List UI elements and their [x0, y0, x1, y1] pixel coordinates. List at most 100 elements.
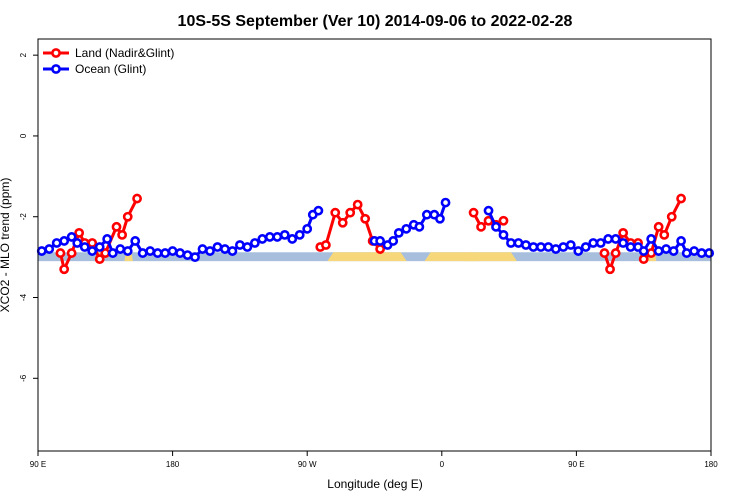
- data-point: [160, 248, 171, 258]
- data-point: [302, 223, 313, 234]
- data-point: [603, 234, 614, 244]
- data-point: [122, 246, 133, 256]
- data-point: [498, 215, 509, 226]
- data-point: [107, 248, 118, 258]
- data-point: [320, 240, 331, 250]
- data-point: [483, 205, 494, 216]
- data-point: [44, 244, 55, 254]
- data-point: [145, 246, 156, 256]
- data-point: [653, 221, 664, 232]
- y-tick-label: 0: [19, 133, 28, 138]
- x-tick-label: 90 W: [298, 460, 317, 469]
- data-point: [618, 227, 629, 238]
- data-point: [543, 242, 554, 252]
- data-point: [87, 238, 98, 248]
- data-point: [249, 238, 260, 248]
- data-point: [330, 207, 341, 218]
- data-point: [661, 244, 672, 254]
- data-point: [167, 246, 178, 256]
- x-tick-label: 90 E: [568, 460, 584, 469]
- data-point: [72, 238, 83, 248]
- data-point: [87, 246, 98, 256]
- data-point: [599, 248, 610, 258]
- data-point: [498, 230, 509, 240]
- data-point: [528, 242, 539, 252]
- data-point: [595, 238, 606, 248]
- data-point: [625, 242, 636, 252]
- data-point: [388, 236, 399, 246]
- data-point: [66, 232, 77, 242]
- data-point: [242, 242, 253, 252]
- land-band: [424, 252, 478, 262]
- data-point: [197, 244, 208, 254]
- data-point: [360, 213, 371, 224]
- data-point: [696, 248, 707, 258]
- data-point: [513, 238, 524, 248]
- data-point: [401, 223, 412, 234]
- data-point: [414, 221, 425, 232]
- data-point: [440, 197, 451, 208]
- data-point: [610, 234, 621, 244]
- data-point: [205, 246, 215, 256]
- data-point: [681, 248, 692, 258]
- data-point: [287, 234, 298, 244]
- data-point: [102, 234, 113, 244]
- data-point: [689, 246, 700, 256]
- data-point: [468, 207, 479, 218]
- legend: Land (Nadir&Glint) Ocean (Glint): [43, 46, 174, 76]
- legend-label: Ocean (Glint): [75, 62, 146, 76]
- data-point: [550, 244, 561, 254]
- data-point: [506, 238, 516, 248]
- data-point: [638, 246, 649, 256]
- land-band: [463, 252, 517, 262]
- data-point: [227, 246, 238, 256]
- data-point: [565, 240, 576, 250]
- legend-marker: [51, 64, 61, 74]
- surface-band: [38, 252, 711, 262]
- data-point: [111, 221, 122, 232]
- data-point: [393, 227, 404, 238]
- x-tick-label: 0: [440, 460, 445, 469]
- data-point: [521, 240, 531, 250]
- data-point: [117, 230, 128, 240]
- data-point: [59, 264, 70, 275]
- data-point: [476, 221, 486, 232]
- data-point: [257, 234, 268, 244]
- data-point: [676, 193, 686, 204]
- data-point: [94, 242, 105, 252]
- legend-marker: [51, 48, 61, 58]
- x-tick-label: 180: [166, 460, 180, 469]
- data-point: [264, 232, 275, 242]
- data-point: [137, 248, 148, 258]
- data-point: [668, 246, 679, 256]
- data-point: [605, 264, 615, 275]
- data-point: [79, 242, 90, 252]
- data-point: [115, 244, 126, 254]
- data-point: [182, 250, 193, 260]
- data-point: [646, 234, 657, 244]
- data-point: [74, 227, 85, 238]
- data-point: [130, 236, 141, 246]
- data-point: [345, 207, 356, 218]
- data-point: [375, 244, 386, 254]
- series-layer: [36, 193, 715, 275]
- data-point: [610, 248, 621, 258]
- data-point: [666, 211, 677, 222]
- data-point: [646, 248, 657, 258]
- data-point: [421, 209, 432, 220]
- data-point: [294, 230, 305, 240]
- x-tick-label: 90 E: [30, 460, 46, 469]
- data-point: [212, 242, 223, 252]
- data-point: [375, 236, 386, 246]
- y-tick-label: -6: [19, 374, 28, 382]
- data-point: [618, 238, 629, 248]
- y-axis-label: XCO2 - MLO trend (ppm): [0, 178, 12, 313]
- data-point: [279, 230, 290, 240]
- data-point: [59, 236, 70, 246]
- x-tick-label: 180: [704, 460, 718, 469]
- data-point: [122, 211, 133, 222]
- y-tick-label: 2: [19, 52, 28, 57]
- data-point: [36, 246, 47, 256]
- data-point: [220, 244, 230, 254]
- data-point: [337, 217, 348, 228]
